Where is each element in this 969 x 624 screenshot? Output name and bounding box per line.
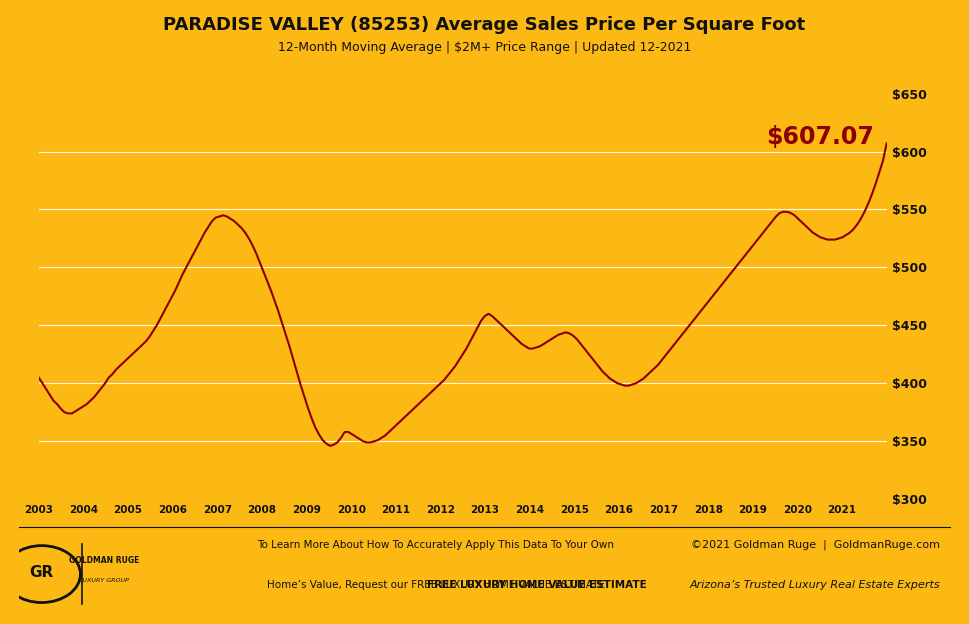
Text: PARADISE VALLEY (85253) Average Sales Price Per Square Foot: PARADISE VALLEY (85253) Average Sales Pr… xyxy=(164,16,805,34)
Text: ©2021 Goldman Ruge  |  GoldmanRuge.com: ©2021 Goldman Ruge | GoldmanRuge.com xyxy=(691,540,940,550)
Text: 12-Month Moving Average | $2M+ Price Range | Updated 12-2021: 12-Month Moving Average | $2M+ Price Ran… xyxy=(278,41,691,54)
Text: Home’s Value, Request our FREE LUXURY HOME VALUE ESTIMATE: Home’s Value, Request our FREE LUXURY HO… xyxy=(267,580,605,590)
Text: GR: GR xyxy=(30,565,54,580)
Text: To Learn More About How To Accurately Apply This Data To Your Own: To Learn More About How To Accurately Ap… xyxy=(258,540,614,550)
Text: FREE LUXURY HOME VALUE ESTIMATE: FREE LUXURY HOME VALUE ESTIMATE xyxy=(426,580,646,590)
Text: GOLDMAN RUGE: GOLDMAN RUGE xyxy=(69,556,139,565)
Text: LUXURY GROUP: LUXURY GROUP xyxy=(78,578,129,583)
Text: Arizona’s Trusted Luxury Real Estate Experts: Arizona’s Trusted Luxury Real Estate Exp… xyxy=(689,580,940,590)
Text: $607.07: $607.07 xyxy=(766,125,874,149)
